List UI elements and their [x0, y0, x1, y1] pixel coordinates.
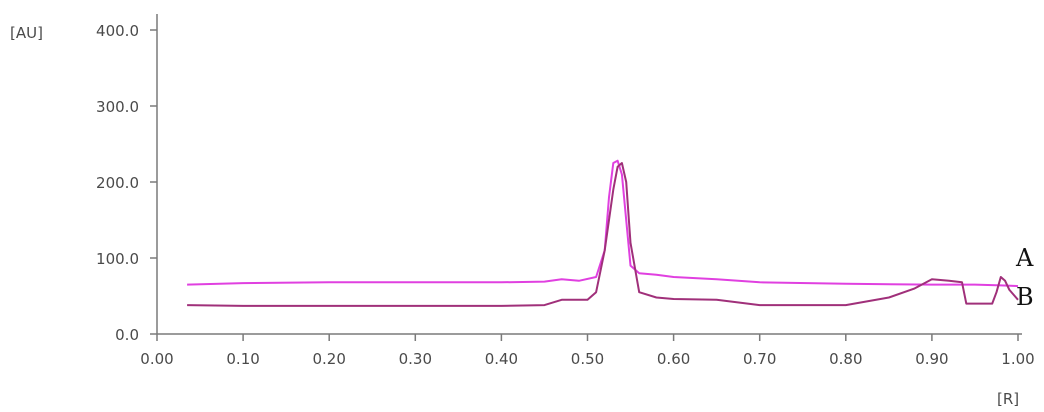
- y-axis-title: [AU]: [10, 24, 43, 42]
- x-ticks: 0.00 0.10 0.20 0.30 0.40 0.50 0.60 0.70 0.80 0.90…: [140, 334, 1035, 368]
- x-tick-label: 0.40: [485, 350, 518, 368]
- x-tick-label: 0.50: [571, 350, 604, 368]
- series-label-a: A: [1015, 244, 1034, 272]
- series-lines: [187, 159, 1019, 307]
- x-axis-title: [R]: [997, 390, 1019, 408]
- series-label-b: B: [1016, 283, 1034, 311]
- y-tick-label: 100.0: [96, 250, 139, 268]
- x-tick-label: 0.10: [226, 350, 259, 368]
- axes: [156, 14, 1022, 335]
- series-line-b: [187, 162, 1019, 307]
- series-line-a: [187, 159, 1019, 288]
- y-tick-label: 200.0: [96, 174, 139, 192]
- x-tick-label: 0.20: [312, 350, 345, 368]
- x-tick-label: 1.00: [1001, 350, 1034, 368]
- x-tick-label: 0.00: [140, 350, 173, 368]
- y-tick-label: 400.0: [96, 22, 139, 40]
- y-ticks: 0.0 100.0 200.0 300.0 400.0: [96, 22, 157, 344]
- x-tick-label: 0.90: [915, 350, 948, 368]
- x-tick-label: 0.60: [657, 350, 690, 368]
- x-tick-label: 0.80: [829, 350, 862, 368]
- y-tick-label: 300.0: [96, 98, 139, 116]
- x-tick-label: 0.70: [743, 350, 776, 368]
- y-tick-label: 0.0: [115, 326, 139, 344]
- x-tick-label: 0.30: [399, 350, 432, 368]
